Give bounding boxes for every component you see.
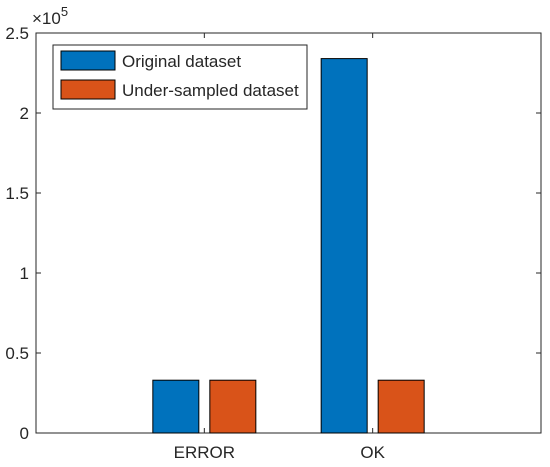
legend-label: Under-sampled dataset xyxy=(122,81,299,100)
y-exponent-label: ×105 xyxy=(32,4,68,28)
bar-under-sampled-dataset-error xyxy=(209,379,257,434)
bar-original-dataset-ok xyxy=(320,58,368,434)
y-tick-label: 2.5 xyxy=(5,24,29,43)
y-tick-label: 1.5 xyxy=(5,184,29,203)
legend-swatch-0 xyxy=(60,50,116,71)
y-tick-label: 0 xyxy=(20,424,29,443)
bars xyxy=(152,58,425,434)
y-tick-label: 0.5 xyxy=(5,344,29,363)
exponent-base: ×10 xyxy=(32,9,61,28)
x-tick-label: OK xyxy=(360,443,385,462)
y-tick-label: 2 xyxy=(20,104,29,123)
bar-under-sampled-dataset-ok xyxy=(377,379,425,434)
exponent-power: 5 xyxy=(61,4,68,19)
tick-labels: 0 0.5 1 1.5 2 2.5×105 ERROR OK xyxy=(5,4,385,462)
bar-original-dataset-error xyxy=(152,379,200,434)
legend: Original dataset Under-sampled dataset xyxy=(52,44,308,110)
legend-swatch-1 xyxy=(60,79,116,100)
y-tick-label: 1 xyxy=(20,264,29,283)
legend-label: Original dataset xyxy=(122,52,241,71)
x-tick-label: ERROR xyxy=(174,443,235,462)
